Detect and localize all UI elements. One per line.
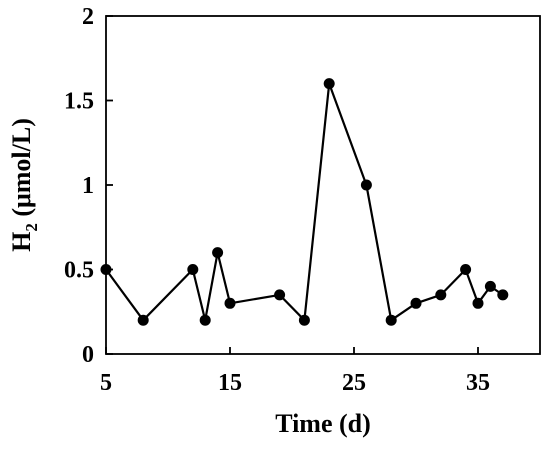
- series-layer: [100, 78, 509, 326]
- data-point: [100, 264, 112, 275]
- x-axis-ticks: 5 15 25 35: [100, 347, 490, 396]
- data-point: [212, 247, 224, 259]
- x-tick-label: 25: [342, 370, 366, 396]
- data-point: [224, 297, 236, 309]
- y-tick-label: 0: [82, 342, 94, 368]
- data-point: [187, 264, 199, 275]
- data-point: [472, 297, 484, 309]
- y-axis-title-main: H: [7, 232, 36, 252]
- y-tick-label: 0.5: [64, 258, 94, 284]
- y-tick-label: 2: [82, 4, 94, 30]
- x-tick-label: 35: [466, 370, 490, 396]
- data-point: [137, 314, 149, 326]
- data-point: [360, 179, 372, 191]
- data-point: [435, 289, 447, 301]
- x-tick-label: 5: [100, 370, 112, 396]
- y-tick-label: 1.5: [64, 89, 94, 115]
- data-point: [410, 297, 422, 309]
- y-tick-label: 1: [82, 173, 94, 199]
- data-point: [385, 314, 397, 326]
- y-axis-title-unit: (μmol/L): [7, 118, 36, 223]
- x-tick-label: 15: [218, 370, 242, 396]
- data-point: [323, 78, 335, 90]
- data-point: [274, 289, 286, 301]
- data-point: [298, 314, 310, 326]
- y-axis-title-subscript: 2: [22, 223, 41, 232]
- x-axis-title: Time (d): [275, 409, 371, 438]
- data-point: [460, 264, 472, 275]
- data-point: [199, 314, 211, 326]
- data-point: [497, 289, 509, 301]
- y-axis-ticks: 0 0.5 1 1.5 2: [64, 4, 113, 368]
- y-axis-title: H2 (μmol/L): [7, 118, 41, 252]
- series-line: [105, 82, 504, 322]
- data-point: [484, 280, 496, 292]
